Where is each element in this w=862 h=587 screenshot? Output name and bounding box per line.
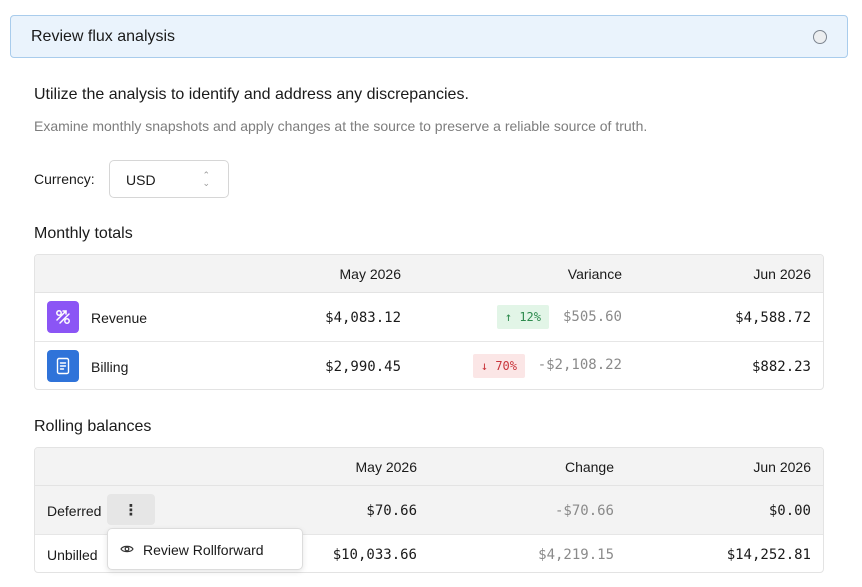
table-header: May 2026 Change Jun 2026 [35, 448, 823, 486]
intro-subtext: Examine monthly snapshots and apply chan… [34, 118, 648, 134]
row-actions-button[interactable]: ⋮ [107, 494, 155, 525]
change-value: -$70.66 [554, 503, 614, 519]
table-row-unbilled[interactable]: Unbilled $10,033.66 $4,219.15 $14,252.81 [35, 535, 823, 572]
intro-headline: Utilize the analysis to identify and add… [34, 86, 469, 103]
monthly-totals-title: Monthly totals [34, 225, 133, 242]
row-label: Unbilled [47, 547, 98, 563]
variance-value: -$2,108.22 [537, 357, 622, 373]
variance-value: $505.60 [562, 309, 622, 325]
currency-label: Currency: [34, 171, 95, 187]
table-row-billing[interactable]: Billing $2,990.45 ↓ 70% -$2,108.22 $882.… [35, 342, 823, 389]
variance-badge: ↓ 70% [472, 354, 525, 378]
current-value: $0.00 [768, 503, 811, 519]
current-value: $882.23 [751, 359, 811, 375]
change-value: $4,219.15 [538, 547, 614, 563]
rolling-balances-title: Rolling balances [34, 418, 152, 435]
table-row-deferred[interactable]: Deferred ⋮ $70.66 -$70.66 $0.00 [35, 486, 823, 535]
arrow-up-icon: ↑ [504, 310, 513, 324]
row-actions-menu: Review Rollforward [107, 528, 303, 570]
current-value: $14,252.81 [726, 547, 811, 563]
column-header-prior: May 2026 [355, 459, 417, 475]
column-header-variance: Variance [567, 266, 622, 282]
prior-value: $10,033.66 [332, 547, 417, 563]
prior-value: $2,990.45 [325, 359, 401, 375]
row-label: Deferred [47, 503, 102, 519]
prior-value: $4,083.12 [325, 310, 401, 326]
rolling-balances-table: May 2026 Change Jun 2026 Deferred ⋮ $70.… [34, 447, 824, 573]
table-row-revenue[interactable]: Revenue $4,083.12 ↑ 12% $505.60 $4,588.7… [35, 293, 823, 342]
eye-icon [120, 542, 134, 561]
column-header-current: Jun 2026 [753, 459, 811, 475]
current-value: $4,588.72 [735, 310, 811, 326]
step-header[interactable]: Review flux analysis [10, 15, 848, 58]
column-header-current: Jun 2026 [753, 266, 811, 282]
table-header: May 2026 Variance Jun 2026 [35, 255, 823, 293]
column-header-change: Change [564, 459, 614, 475]
step-title: Review flux analysis [31, 28, 176, 45]
more-vertical-icon: ⋮ [123, 501, 139, 519]
variance-badge: ↑ 12% [496, 305, 549, 329]
column-header-prior: May 2026 [339, 266, 401, 282]
step-status-radio[interactable] [813, 30, 827, 44]
row-label: Revenue [91, 310, 148, 326]
currency-value: USD [126, 172, 156, 188]
prior-value: $70.66 [366, 503, 417, 519]
currency-select[interactable]: USD ⌃ ⌄ [109, 160, 229, 198]
row-label: Billing [91, 359, 129, 375]
chevron-up-down-icon: ⌃ ⌄ [202, 170, 210, 188]
monthly-totals-table: May 2026 Variance Jun 2026 Revenue $4,08… [34, 254, 824, 390]
menu-item-label: Review Rollforward [143, 542, 264, 558]
billing-icon [47, 350, 79, 382]
revenue-icon [47, 301, 79, 333]
arrow-down-icon: ↓ [480, 359, 489, 373]
